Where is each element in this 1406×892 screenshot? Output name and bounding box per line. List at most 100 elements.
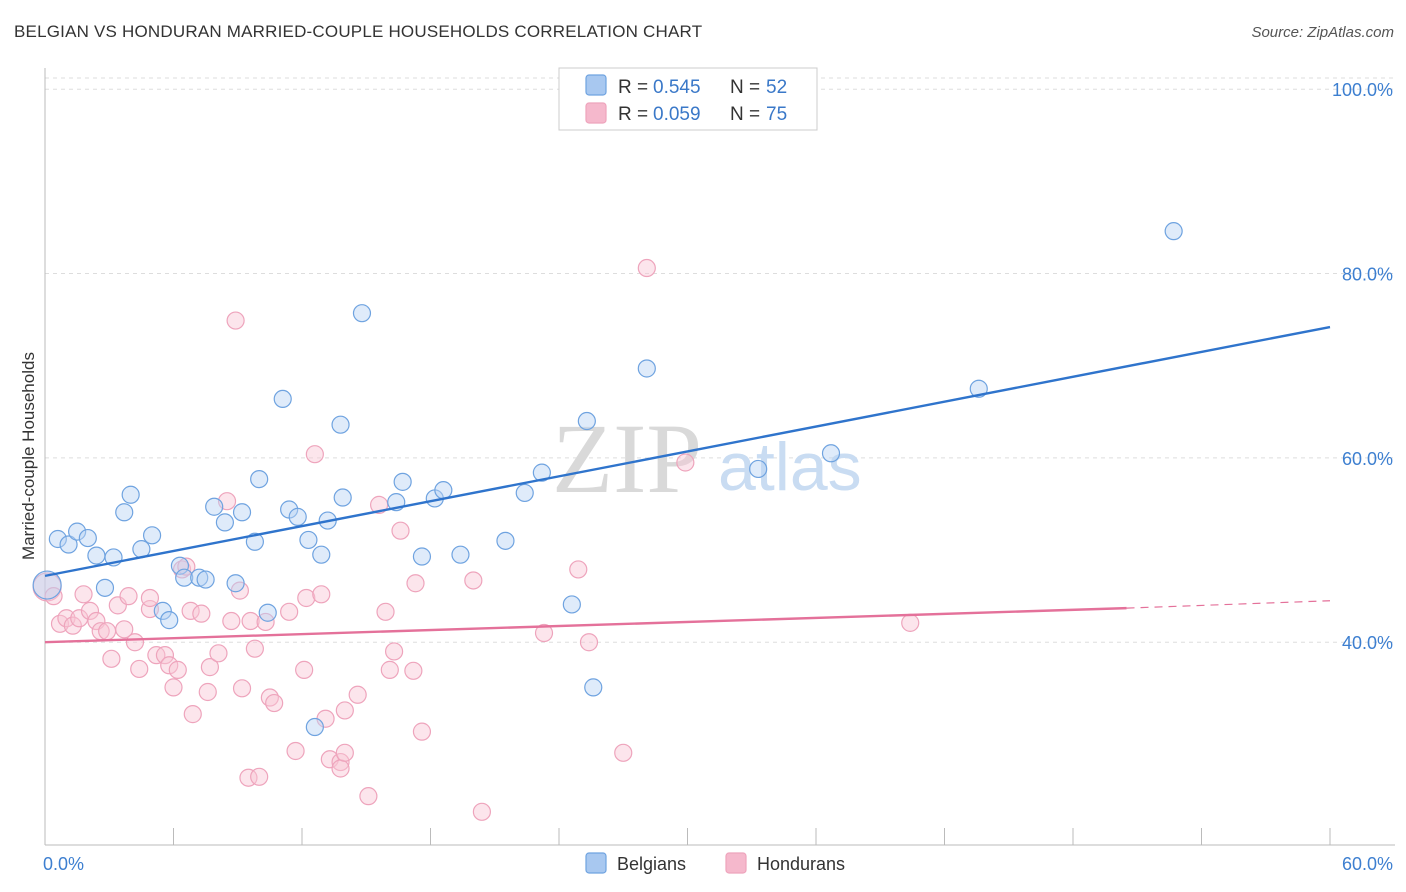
data-point — [901, 613, 920, 632]
legend-n-label: N = — [730, 77, 760, 98]
bottom-legend-swatch-hondurans — [725, 852, 747, 874]
data-point — [87, 546, 106, 565]
data-point — [614, 743, 633, 762]
data-point — [305, 445, 324, 464]
data-point — [404, 661, 423, 680]
data-point — [98, 622, 117, 641]
x-tick-label: 60.0% — [1342, 854, 1393, 874]
data-point — [102, 649, 121, 668]
legend-n-label: N = — [730, 104, 760, 125]
data-point — [222, 611, 241, 631]
data-point — [412, 722, 432, 741]
data-point — [331, 752, 350, 772]
chart-title: BELGIAN VS HONDURAN MARRIED-COUPLE HOUSE… — [14, 22, 703, 41]
data-point — [562, 595, 581, 614]
data-point — [273, 389, 292, 409]
data-points — [32, 222, 1183, 821]
data-point — [749, 459, 768, 479]
data-point — [569, 560, 588, 579]
data-point — [299, 530, 318, 550]
data-point — [170, 556, 190, 575]
trend-line-hondurans-extension — [1126, 600, 1331, 609]
data-point — [177, 557, 196, 576]
y-tick-label: 40.0% — [1342, 633, 1393, 653]
data-point — [32, 570, 62, 600]
y-tick-label: 100.0% — [1332, 80, 1393, 100]
data-point — [200, 658, 220, 677]
legend-swatch-belgians — [585, 74, 607, 96]
data-point — [821, 444, 841, 463]
data-point — [198, 682, 217, 702]
data-point — [226, 574, 245, 593]
data-point — [160, 656, 179, 675]
data-point — [245, 532, 264, 551]
data-point — [142, 526, 162, 545]
data-point — [59, 535, 78, 554]
data-point — [130, 659, 149, 679]
trend-lines — [44, 325, 1331, 644]
data-point — [331, 759, 350, 778]
data-point — [451, 545, 470, 564]
data-point — [183, 705, 202, 724]
watermark-zip: ZIP — [552, 403, 702, 514]
data-point — [232, 679, 252, 698]
data-point — [391, 521, 410, 540]
data-point — [119, 587, 138, 606]
data-point — [532, 463, 551, 482]
bottom-legend-swatch-belgians — [585, 852, 607, 874]
data-point — [95, 578, 115, 597]
trend-line-belgians — [44, 325, 1331, 578]
data-point — [57, 609, 76, 628]
bottom-legend-belgians: Belgians — [617, 854, 686, 874]
watermark: ZIP atlas — [552, 403, 862, 514]
data-point — [80, 601, 100, 620]
data-point — [181, 601, 200, 620]
data-point — [434, 481, 453, 500]
data-point — [74, 585, 93, 604]
data-point — [192, 604, 211, 623]
data-point — [305, 717, 324, 737]
legend-n-value-belgians: 52 — [766, 77, 787, 98]
data-point — [250, 767, 269, 786]
trend-line-hondurans — [44, 606, 1127, 644]
data-point — [168, 660, 187, 679]
data-point — [534, 623, 554, 643]
bottom-legend: Belgians Hondurans — [585, 852, 845, 874]
legend-n-value-hondurans: 75 — [766, 104, 787, 125]
legend-r-label: R = — [618, 104, 648, 125]
data-point — [676, 453, 695, 472]
data-point — [190, 568, 209, 587]
data-point — [335, 701, 354, 720]
data-point — [380, 660, 399, 679]
data-point — [48, 529, 67, 549]
axes — [44, 68, 1395, 846]
legend: R = 0.545 N = 52 R = 0.059 N = 75 — [558, 67, 818, 131]
data-point — [295, 660, 314, 679]
data-point — [333, 488, 352, 507]
data-point — [125, 633, 145, 652]
legend-r-value-hondurans: 0.059 — [653, 104, 701, 125]
grid — [45, 77, 1395, 643]
data-point — [472, 802, 491, 821]
y-tick-label: 80.0% — [1342, 265, 1393, 285]
data-point — [331, 415, 350, 434]
data-point — [241, 611, 260, 631]
bottom-legend-hondurans: Hondurans — [757, 854, 845, 874]
data-point — [359, 787, 378, 806]
data-point — [63, 616, 82, 635]
data-point — [78, 528, 97, 548]
data-point — [155, 646, 175, 665]
data-point — [412, 547, 432, 566]
x-tick-label: 0.0% — [43, 854, 84, 874]
data-point — [215, 513, 234, 532]
legend-r-label: R = — [618, 77, 648, 98]
data-point — [121, 485, 140, 504]
data-point — [312, 545, 331, 564]
data-point — [312, 585, 331, 604]
data-point — [250, 469, 269, 489]
data-point — [164, 678, 183, 697]
data-point — [577, 411, 596, 431]
data-point — [584, 678, 603, 697]
data-point — [464, 571, 483, 590]
